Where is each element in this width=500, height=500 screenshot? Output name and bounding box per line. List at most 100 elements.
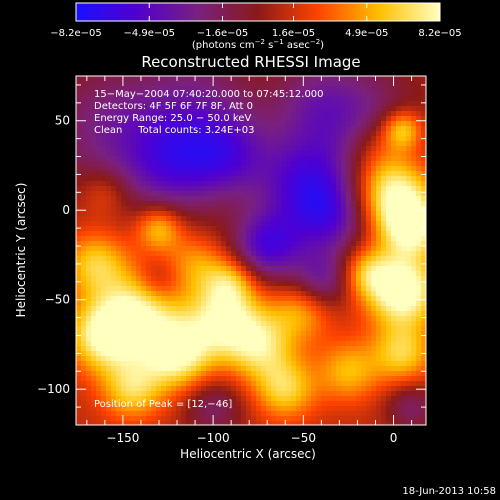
heatmap-cell <box>391 351 397 357</box>
heatmap-cell <box>251 396 257 402</box>
heatmap-cell <box>316 281 322 287</box>
heatmap-cell <box>166 341 172 347</box>
heatmap-cell <box>151 241 157 247</box>
heatmap-cell <box>151 86 157 92</box>
heatmap-cell <box>411 171 417 177</box>
heatmap-cell <box>316 296 322 302</box>
heatmap-cell <box>186 351 192 357</box>
heatmap-cell <box>421 221 426 227</box>
heatmap-cell <box>351 346 357 352</box>
heatmap-cell <box>211 126 217 132</box>
heatmap-cell <box>76 416 82 422</box>
heatmap-cell <box>341 81 347 87</box>
heatmap-cell <box>281 206 287 212</box>
heatmap-cell <box>376 96 382 102</box>
heatmap-cell <box>96 336 102 342</box>
heatmap-cell <box>91 171 97 177</box>
heatmap-cell <box>346 76 352 82</box>
heatmap-cell <box>121 121 127 127</box>
heatmap-cell <box>241 226 247 232</box>
heatmap-cell <box>171 91 177 97</box>
heatmap-cell <box>156 336 162 342</box>
heatmap-cell <box>156 391 162 397</box>
heatmap-cell <box>276 361 282 367</box>
heatmap-cell <box>151 156 157 162</box>
heatmap-cell <box>226 261 232 267</box>
heatmap-cell <box>251 281 257 287</box>
heatmap-cell <box>111 211 117 217</box>
heatmap-cell <box>366 351 372 357</box>
heatmap-cell <box>296 366 302 372</box>
heatmap-cell <box>206 196 212 202</box>
heatmap-cell <box>331 246 337 252</box>
heatmap-cell <box>126 331 132 337</box>
heatmap-cell <box>96 76 102 82</box>
heatmap-cell <box>226 316 232 322</box>
heatmap-cell <box>276 316 282 322</box>
heatmap-cell <box>341 346 347 352</box>
heatmap-cell <box>356 386 362 392</box>
heatmap-cell <box>236 231 242 237</box>
heatmap-cell <box>251 341 257 347</box>
heatmap-cell <box>336 301 342 307</box>
heatmap-cell <box>266 111 272 117</box>
heatmap-cell <box>146 116 152 122</box>
heatmap-cell <box>191 306 197 312</box>
heatmap-cell <box>311 281 317 287</box>
heatmap-cell <box>326 321 332 327</box>
heatmap-cell <box>356 401 362 407</box>
heatmap-cell <box>151 296 157 302</box>
heatmap-cell <box>211 366 217 372</box>
heatmap-cell <box>311 291 317 297</box>
heatmap-cell <box>291 416 297 422</box>
heatmap-cell <box>136 221 142 227</box>
heatmap-cell <box>391 326 397 332</box>
heatmap-cell <box>271 231 277 237</box>
heatmap-cell <box>401 361 407 367</box>
heatmap-cell <box>366 281 372 287</box>
heatmap-cell <box>236 246 242 252</box>
heatmap-cell <box>241 366 247 372</box>
heatmap-cell <box>116 201 122 207</box>
heatmap-cell <box>86 196 92 202</box>
heatmap-cell <box>166 116 172 122</box>
heatmap-cell <box>356 306 362 312</box>
heatmap-cell <box>146 221 152 227</box>
heatmap-cell <box>271 201 277 207</box>
heatmap-cell <box>151 216 157 222</box>
heatmap-cell <box>341 251 347 257</box>
heatmap-cell <box>321 256 327 262</box>
heatmap-cell <box>341 131 347 137</box>
heatmap-cell <box>206 331 212 337</box>
heatmap-cell <box>261 101 267 107</box>
heatmap-cell <box>296 401 302 407</box>
heatmap-cell <box>401 136 407 142</box>
heatmap-cell <box>91 411 97 417</box>
heatmap-cell <box>411 186 417 192</box>
heatmap-cell <box>131 291 137 297</box>
heatmap-cell <box>106 141 112 147</box>
heatmap-cell <box>376 131 382 137</box>
heatmap-cell <box>291 136 297 142</box>
heatmap-cell <box>356 191 362 197</box>
heatmap-cell <box>151 206 157 212</box>
heatmap-cell <box>96 106 102 112</box>
heatmap-cell <box>321 116 327 122</box>
heatmap-cell <box>151 401 157 407</box>
heatmap-cell <box>81 296 87 302</box>
heatmap-cell <box>311 371 317 377</box>
heatmap-cell <box>121 191 127 197</box>
heatmap-cell <box>116 131 122 137</box>
heatmap-cell <box>191 251 197 257</box>
heatmap-cell <box>146 146 152 152</box>
heatmap-cell <box>286 406 292 412</box>
heatmap-cell <box>361 386 367 392</box>
heatmap-cell <box>86 336 92 342</box>
heatmap-cell <box>406 241 412 247</box>
heatmap-cell <box>206 226 212 232</box>
heatmap-cell <box>356 291 362 297</box>
heatmap-cell <box>286 341 292 347</box>
heatmap-cell <box>336 216 342 222</box>
heatmap-cell <box>286 221 292 227</box>
heatmap-cell <box>346 111 352 117</box>
